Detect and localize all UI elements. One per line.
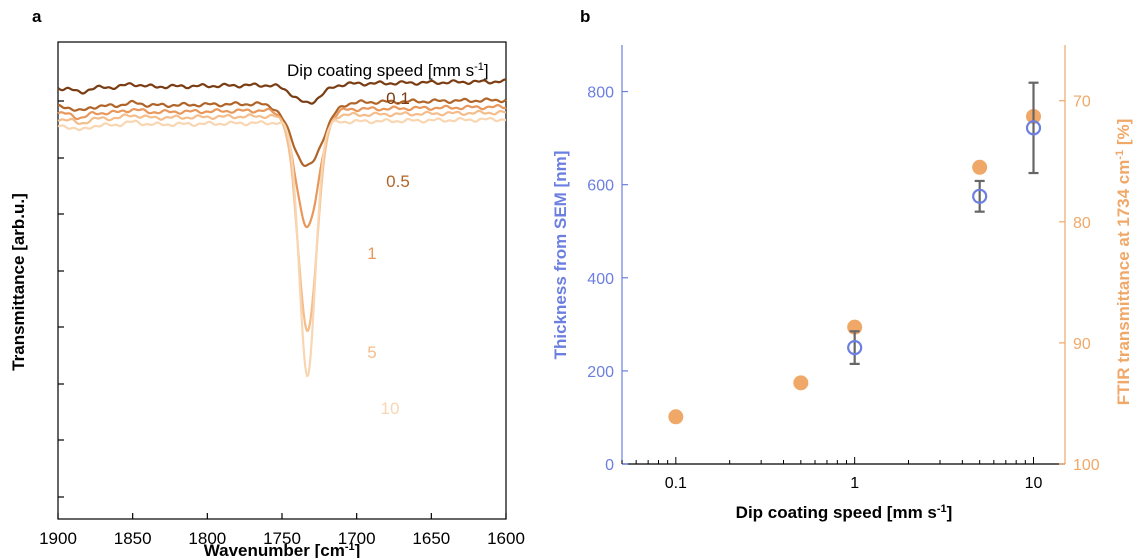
panel-a: a 1900 1850 1800 1750 1700 1650 1600 0.1 0.5 1 5 1… (9, 7, 525, 558)
panel-b-left-tick-label: 800 (587, 85, 614, 102)
panel-b-left-tick-label: 200 (587, 364, 614, 381)
panel-a-x-tick-label: 1600 (487, 529, 525, 548)
panel-b-x-tick-label: 0.1 (665, 475, 687, 492)
panel-a-y-axis-title: Transmittance [arb.u.] (9, 193, 28, 371)
ftir-point (668, 409, 684, 425)
panel-a-curve-label: 0.5 (386, 172, 410, 191)
panel-a-curve-label: 0.1 (386, 89, 410, 108)
panel-b-x-ticks: 0.1 1 10 (621, 457, 1043, 492)
panel-b-x-axis-title: Dip coating speed [mm s-1] (736, 503, 953, 522)
panel-b-right-ticks: 70 80 90 100 (1059, 94, 1100, 474)
ftir-point (793, 375, 809, 391)
panel-a-legend-title: Dip coating speed [mm s-1] (287, 61, 489, 80)
panel-b-right-tick-label: 90 (1073, 336, 1091, 353)
panel-b-thickness-points (847, 81, 1042, 366)
panel-b-right-tick-label: 70 (1073, 94, 1091, 111)
panel-a-x-tick-label: 1700 (338, 529, 376, 548)
panel-a-y-ticks (58, 100, 64, 498)
panel-b-right-tick-label: 80 (1073, 215, 1091, 232)
panel-b: b 0 200 400 600 800 70 80 90 100 0.1 1 10 Dip coa… (551, 7, 1133, 522)
panel-a-x-tick-label: 1900 (39, 529, 77, 548)
thickness-point (1025, 120, 1042, 136)
panel-a-curves (57, 78, 507, 378)
panel-a-curve-label: 10 (381, 399, 400, 418)
panel-a-x-tick-label: 1850 (114, 529, 152, 548)
panel-a-letter: a (32, 7, 42, 26)
panel-b-letter: b (580, 7, 590, 26)
panel-a-x-ticks: 1900 1850 1800 1750 1700 1650 1600 (39, 513, 525, 548)
panel-b-ftir-points (668, 108, 1042, 425)
panel-b-left-tick-label: 0 (605, 457, 614, 474)
panel-a-curve-0.5 (58, 97, 507, 168)
ftir-point (972, 159, 988, 175)
panel-b-left-ticks: 0 200 400 600 800 (587, 85, 628, 474)
thickness-point (972, 188, 988, 204)
panel-a-curve-label: 5 (367, 343, 376, 362)
panel-a-curve-labels: 0.1 0.5 1 5 10 (367, 89, 410, 418)
panel-b-left-tick-label: 400 (587, 271, 614, 288)
panel-a-x-tick-label: 1650 (412, 529, 450, 548)
panel-b-left-tick-label: 600 (587, 178, 614, 195)
panel-b-right-tick-label: 100 (1073, 457, 1100, 474)
panel-a-x-tick-label: 1750 (263, 529, 301, 548)
panel-a-curve-0.1 (57, 78, 506, 105)
panel-b-x-tick-label: 10 (1025, 475, 1043, 492)
panel-a-curve-10 (57, 116, 506, 378)
panel-a-x-axis-title: Wavenumber [cm-1] (204, 541, 361, 558)
panel-a-curve-label: 1 (367, 244, 376, 263)
panel-a-curve-5 (57, 109, 507, 333)
panel-b-x-tick-label: 1 (850, 475, 859, 492)
panel-a-x-tick-label: 1800 (188, 529, 226, 548)
thickness-point (847, 340, 863, 356)
panel-b-left-axis-title: Thickness from SEM [nm] (551, 151, 570, 360)
panel-b-right-axis-title: FTIR transmittance at 1734 cm-1 [%] (1114, 119, 1133, 406)
